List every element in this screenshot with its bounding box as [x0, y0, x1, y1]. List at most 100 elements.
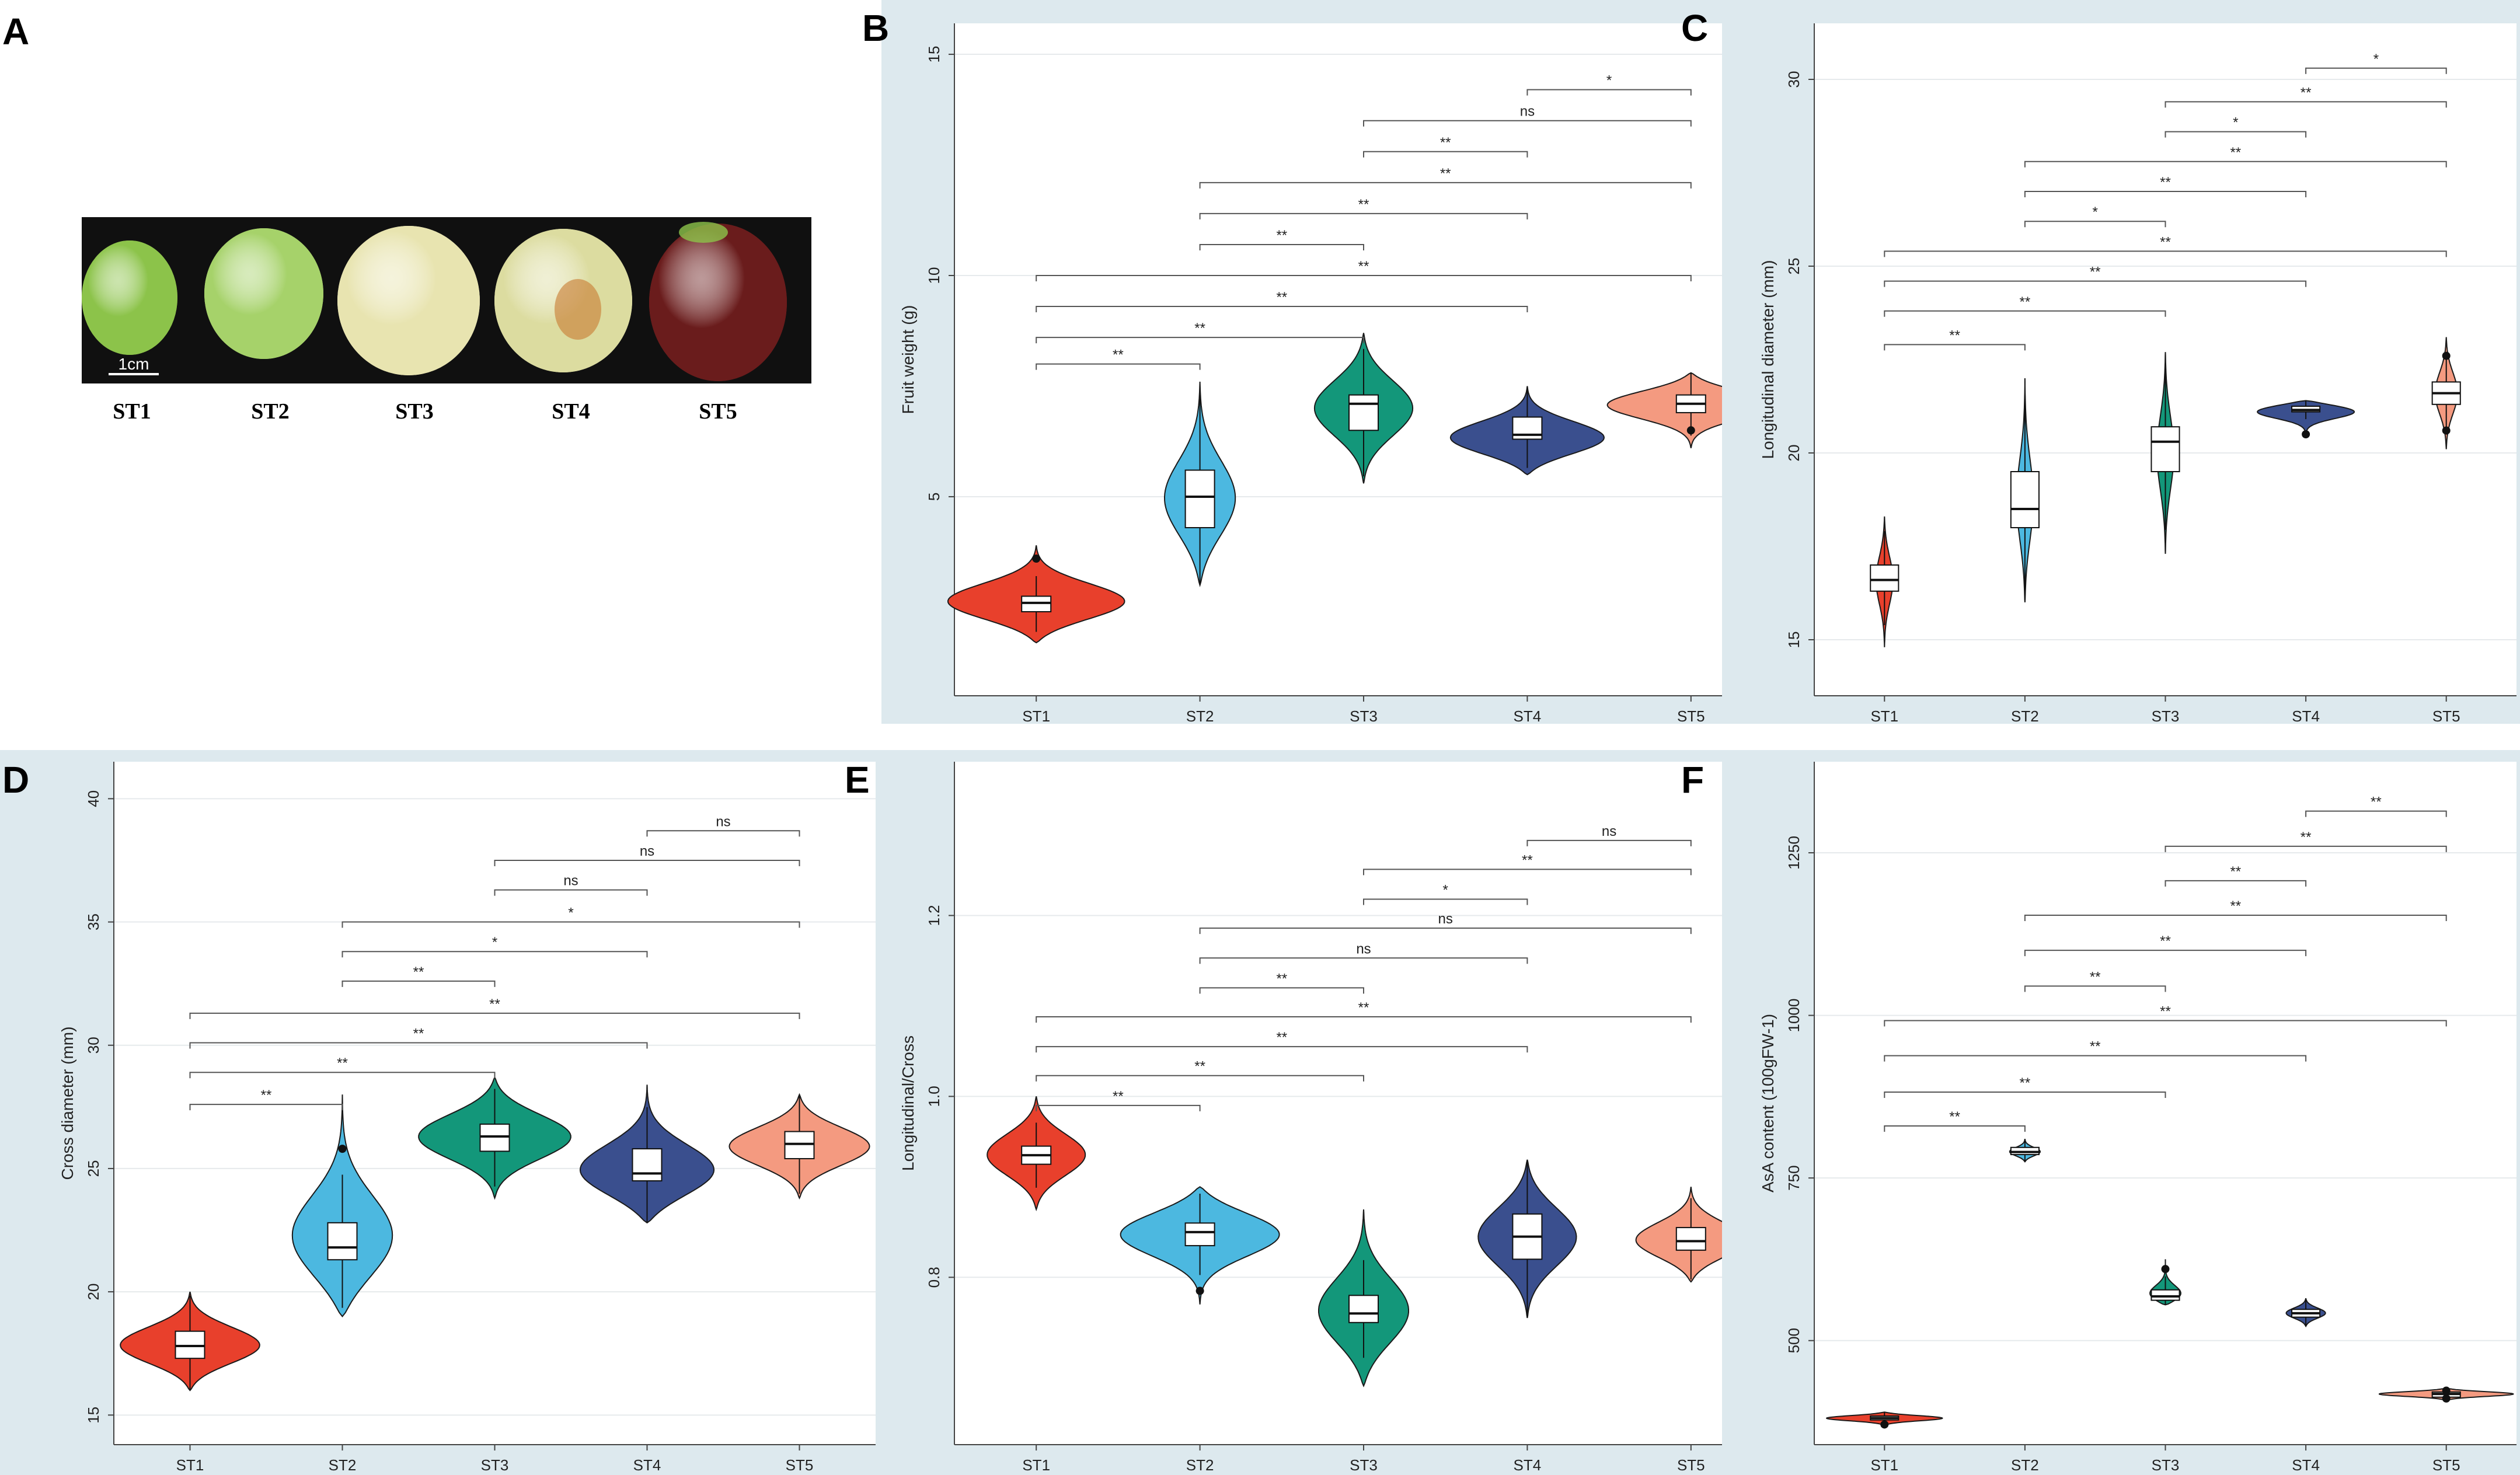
- significance-bracket: **: [2165, 864, 2307, 887]
- significance-label: **: [2301, 85, 2312, 100]
- bracket-line: [2165, 101, 2447, 108]
- significance-label: *: [1443, 883, 1448, 898]
- bracket-line: [1363, 869, 1692, 876]
- violin-st3: [1318, 1209, 1409, 1387]
- x-tick-label: ST4: [633, 1456, 661, 1474]
- y-tick-label: 40: [85, 790, 102, 807]
- bracket-line: [1526, 839, 1692, 846]
- significance-bracket: *: [2024, 204, 2166, 228]
- box-iqr: [479, 1123, 510, 1152]
- significance-label: **: [2160, 933, 2171, 949]
- significance-label: **: [2160, 1003, 2171, 1019]
- bracket-line: [2024, 914, 2447, 921]
- fruit-st4-blush: [555, 279, 601, 340]
- significance-label: **: [1440, 135, 1451, 151]
- y-tick-label: 30: [1785, 71, 1803, 88]
- significance-label: **: [2160, 234, 2171, 250]
- y-tick-label: 25: [1785, 258, 1803, 275]
- y-tick-label: 15: [925, 46, 943, 63]
- significance-label: **: [1113, 347, 1124, 363]
- significance-label: *: [2233, 115, 2238, 131]
- violin-st2: [1163, 381, 1236, 588]
- violin-st1: [1826, 1411, 1943, 1429]
- y-tick-label: 15: [85, 1407, 102, 1424]
- box-iqr: [1184, 1222, 1215, 1247]
- significance-bracket: **: [1884, 1003, 2447, 1027]
- bracket-line: [1199, 927, 1692, 934]
- fruit-st5-shoulder: [679, 222, 728, 243]
- outlier-point: [1032, 555, 1041, 563]
- x-tick-label: ST1: [1870, 707, 1898, 725]
- significance-bracket: ns: [494, 843, 800, 866]
- x-tick-label: ST2: [1186, 707, 1214, 725]
- significance-label: ns: [1438, 911, 1453, 927]
- significance-bracket: **: [1884, 1039, 2307, 1062]
- violin-st4: [2285, 1298, 2326, 1328]
- panel-f: F 500 750 1000 1250 AsA content (100gFW-1) ST1…: [1681, 750, 2520, 1475]
- panel-d-letter: D: [2, 759, 29, 801]
- y-tick-label: 10: [925, 267, 943, 284]
- panel-b-y-axis-label: Fruit weight (g): [899, 305, 917, 414]
- significance-bracket: **: [1884, 1075, 2166, 1099]
- x-tick-label: ST4: [1514, 707, 1542, 725]
- significance-bracket: **: [1363, 852, 1692, 876]
- violin-st5: [2431, 337, 2461, 449]
- significance-bracket: **: [1036, 1089, 1201, 1111]
- outlier-point: [2302, 430, 2310, 438]
- bracket-line: [189, 1104, 343, 1111]
- significance-label: **: [2301, 829, 2312, 845]
- significance-bracket: **: [2024, 175, 2307, 197]
- significance-label: **: [413, 964, 424, 980]
- significance-label: **: [1358, 1000, 1369, 1016]
- bracket-line: [1884, 1125, 2026, 1132]
- outlier-point: [338, 1145, 347, 1153]
- significance-bracket: **: [1036, 320, 1364, 344]
- significance-bracket: **: [2024, 898, 2447, 921]
- bracket-line: [646, 830, 800, 837]
- bracket-line: [1526, 89, 1692, 96]
- significance-bracket: **: [1199, 971, 1364, 994]
- significance-label: **: [1276, 228, 1287, 243]
- stage-label-st4: ST4: [552, 399, 590, 424]
- scale-bar-label: 1cm: [118, 355, 149, 373]
- significance-label: **: [337, 1055, 348, 1071]
- significance-label: **: [1276, 971, 1287, 986]
- significance-bracket: *: [2165, 115, 2307, 138]
- violin-st2: [291, 1094, 393, 1318]
- significance-label: **: [1276, 1030, 1287, 1045]
- panel-c: C 15 20 25 30 Longitudinal diameter (mm) ST1 ST…: [1681, 0, 2520, 725]
- box-iqr: [2150, 1289, 2180, 1301]
- significance-bracket: **: [1036, 290, 1528, 313]
- significance-bracket: **: [1036, 1000, 1692, 1023]
- significance-label: **: [1949, 1109, 1960, 1125]
- panel-d-y-axis-label: Cross diameter (mm): [58, 1027, 76, 1180]
- x-tick-label: ST5: [1677, 707, 1705, 725]
- x-tick-label: ST5: [2432, 707, 2460, 725]
- y-tick-label: 1.0: [925, 1086, 943, 1107]
- violin-st1: [947, 545, 1125, 644]
- significance-label: ns: [1520, 104, 1535, 120]
- outlier-point: [1880, 1420, 1889, 1429]
- bracket-line: [2024, 950, 2307, 957]
- y-tick-label: 1250: [1785, 836, 1803, 870]
- stage-label-st3: ST3: [395, 399, 433, 424]
- bracket-line: [1036, 337, 1364, 344]
- significance-label: **: [1440, 166, 1451, 182]
- significance-bracket: **: [189, 1026, 648, 1049]
- significance-bracket: **: [1199, 197, 1528, 219]
- x-tick-label: ST4: [2292, 1456, 2320, 1474]
- bracket-line: [2165, 880, 2307, 887]
- bracket-line: [494, 859, 800, 866]
- box-iqr: [175, 1330, 205, 1359]
- significance-bracket: **: [341, 964, 496, 987]
- violin-st3: [418, 1076, 571, 1200]
- significance-bracket: ns: [1199, 941, 1528, 964]
- violin-st1: [987, 1096, 1086, 1212]
- bracket-line: [1199, 243, 1364, 250]
- bracket-line: [2165, 845, 2447, 852]
- bracket-line: [1884, 280, 2307, 287]
- bracket-line: [2024, 221, 2166, 228]
- bracket-line: [189, 1072, 496, 1079]
